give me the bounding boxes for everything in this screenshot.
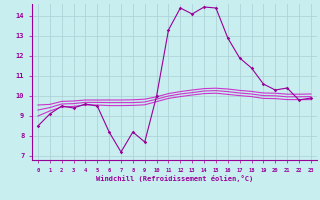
X-axis label: Windchill (Refroidissement éolien,°C): Windchill (Refroidissement éolien,°C) bbox=[96, 175, 253, 182]
